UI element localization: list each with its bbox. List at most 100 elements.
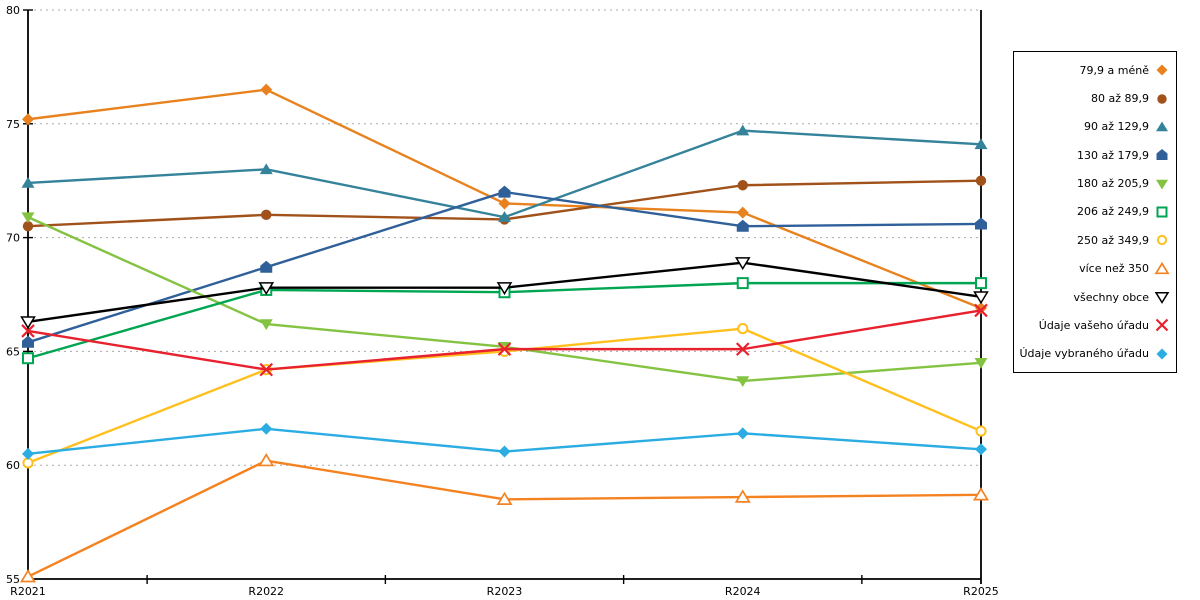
- marker-diamond: [260, 83, 273, 96]
- marker-x: [259, 362, 274, 377]
- legend-item-0: 79,9 a méně: [1014, 62, 1176, 78]
- gridlines: [28, 9, 981, 466]
- legend-marker-triangle-up-icon: [1156, 121, 1168, 132]
- marker-diamond: [1156, 348, 1168, 360]
- marker-pentagon: [1156, 149, 1168, 161]
- legend-item-3: 130 až 179,9: [1014, 147, 1176, 163]
- marker-triangle-down: [1154, 291, 1170, 304]
- marker-square: [975, 277, 987, 290]
- marker-diamond: [736, 206, 749, 219]
- x-tick-label: R2023: [487, 585, 523, 598]
- legend-marker-circle-icon: [1157, 93, 1167, 104]
- marker-triangle-down: [21, 212, 35, 224]
- marker-triangle-down: [736, 376, 750, 387]
- series-0: [22, 83, 987, 315]
- marker-circle: [737, 323, 749, 335]
- marker-circle: [1156, 235, 1168, 246]
- legend-marker-x-icon: [1155, 319, 1169, 332]
- marker-square: [22, 352, 34, 365]
- legend-marker-diamond-icon: [1156, 64, 1168, 76]
- y-tick-label: 55: [6, 573, 20, 586]
- marker-triangle-up: [21, 176, 35, 188]
- y-tick-label: 80: [6, 4, 20, 17]
- legend-marker-diamond-icon: [1156, 348, 1168, 360]
- series-8: [20, 257, 989, 330]
- marker-diamond: [736, 427, 749, 440]
- marker-x: [1155, 319, 1169, 332]
- marker-triangle-up: [1154, 261, 1170, 274]
- y-tick-label: 75: [6, 118, 20, 131]
- marker-x: [974, 303, 988, 318]
- marker-pentagon: [498, 185, 511, 198]
- series-10: [22, 422, 987, 460]
- marker-pentagon: [22, 335, 34, 348]
- y-tick-label: 65: [6, 345, 20, 358]
- series-2: [21, 124, 988, 222]
- marker-diamond: [260, 422, 273, 435]
- marker-x: [735, 342, 750, 356]
- marker-triangle-down: [496, 282, 513, 296]
- y-tick-label: 60: [6, 459, 20, 472]
- marker-diamond: [22, 447, 34, 460]
- legend-item-7: více než 350: [1014, 261, 1176, 277]
- marker-diamond: [22, 113, 34, 126]
- legend-label: 80 až 89,9: [1091, 92, 1149, 106]
- marker-diamond: [1156, 64, 1168, 76]
- marker-circle: [737, 180, 748, 191]
- x-tick-label: R2024: [725, 585, 761, 598]
- legend-item-6: 250 až 349,9: [1014, 232, 1176, 248]
- marker-triangle-up: [1156, 121, 1168, 132]
- marker-circle: [975, 425, 987, 437]
- legend-item-5: 206 až 249,9: [1014, 204, 1176, 220]
- legend-item-8: všechny obce: [1014, 289, 1176, 305]
- legend-marker-triangle-up-icon: [1154, 261, 1170, 274]
- marker-circle: [261, 209, 272, 221]
- marker-triangle-up: [258, 452, 275, 467]
- legend-label: 180 až 205,9: [1077, 177, 1149, 191]
- legend-item-9: Údaje vašeho úřadu: [1014, 317, 1176, 333]
- legend-marker-pentagon-icon: [1156, 149, 1168, 161]
- legend-item-1: 80 až 89,9: [1014, 91, 1176, 107]
- series-7: [19, 452, 990, 583]
- series-3: [22, 185, 987, 348]
- legend-label: všechny obce: [1073, 290, 1149, 304]
- legend-marker-triangle-down-icon: [1156, 179, 1168, 190]
- legend: 79,9 a méně 80 až 89,9 90 až 129,9 130 až 1…: [1013, 51, 1177, 373]
- marker-triangle-up: [734, 489, 751, 503]
- x-tick-label: R2021: [10, 585, 46, 598]
- marker-pentagon: [975, 217, 987, 230]
- legend-item-2: 90 až 129,9: [1014, 119, 1176, 135]
- legend-marker-square-icon: [1156, 206, 1168, 218]
- marker-diamond: [498, 445, 511, 458]
- marker-triangle-down: [259, 319, 273, 331]
- legend-item-10: Údaje vybraného úřadu: [1014, 346, 1176, 362]
- marker-triangle-down: [1156, 179, 1168, 190]
- marker-circle: [1157, 93, 1167, 104]
- marker-triangle-up: [974, 138, 988, 150]
- marker-square: [736, 277, 749, 290]
- series-9: [21, 303, 988, 377]
- legend-marker-circle-icon: [1156, 235, 1168, 246]
- marker-triangle-up: [19, 569, 37, 583]
- x-tick-label: R2022: [248, 585, 284, 598]
- legend-item-4: 180 až 205,9: [1014, 176, 1176, 192]
- legend-marker-triangle-down-icon: [1154, 291, 1170, 304]
- marker-triangle-up: [498, 211, 511, 222]
- marker-triangle-down: [734, 257, 751, 271]
- legend-label: 79,9 a méně: [1079, 63, 1149, 77]
- series-line: [26, 459, 983, 578]
- marker-triangle-down: [20, 316, 36, 330]
- marker-triangle-up: [496, 491, 513, 505]
- marker-diamond: [498, 197, 511, 210]
- marker-square: [1156, 206, 1168, 218]
- marker-triangle-down: [974, 357, 988, 369]
- marker-triangle-down: [973, 291, 989, 305]
- marker-triangle-up: [736, 124, 750, 136]
- legend-label: 130 až 179,9: [1077, 148, 1149, 162]
- marker-x: [21, 324, 35, 338]
- marker-triangle-up: [259, 163, 273, 175]
- series-line: [26, 309, 983, 371]
